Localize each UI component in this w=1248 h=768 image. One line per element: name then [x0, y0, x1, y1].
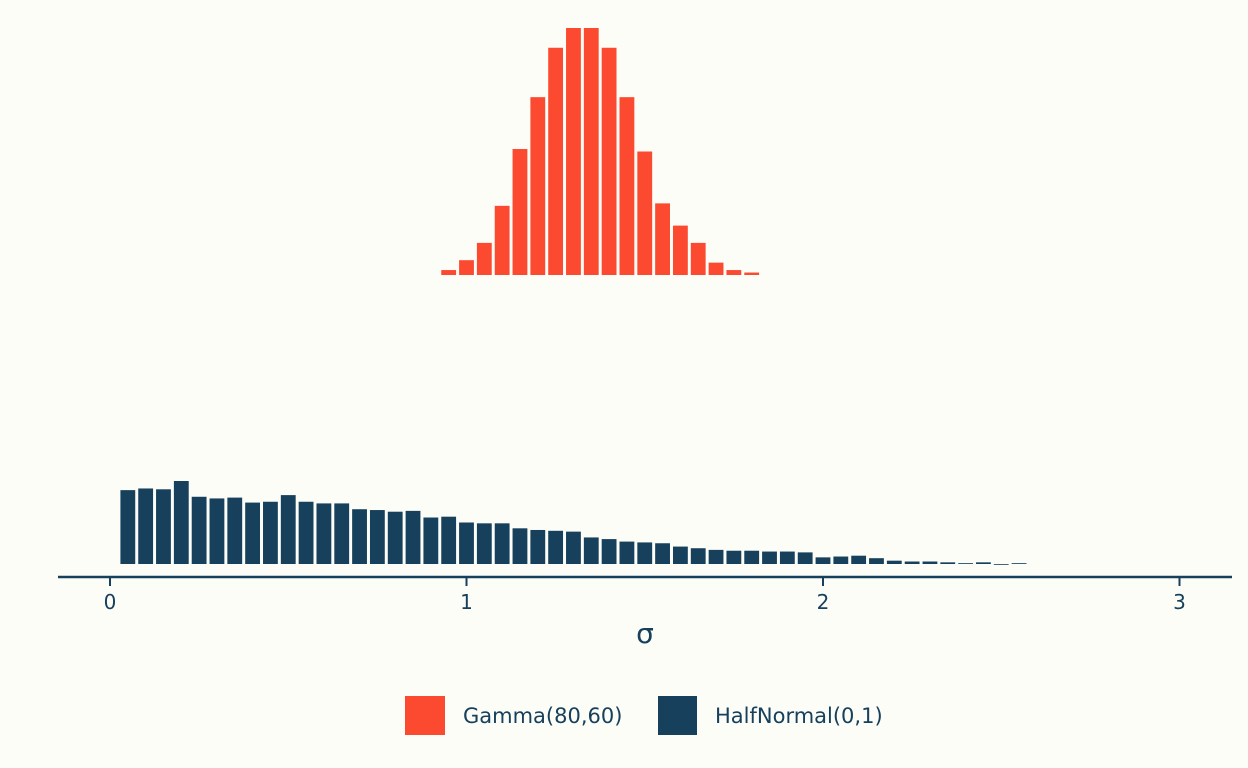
gamma-bar	[494, 205, 510, 275]
halfnormal-bar	[387, 511, 403, 564]
halfnormal-bar	[369, 510, 385, 564]
halfnormal-bar	[601, 539, 617, 564]
halfnormal-bar	[940, 562, 956, 564]
legend-swatch-halfnormal	[658, 696, 697, 735]
halfnormal-bar	[441, 516, 457, 564]
halfnormal-series	[120, 481, 1027, 565]
halfnormal-bar	[886, 560, 902, 564]
legend-swatch-gamma	[405, 696, 445, 735]
halfnormal-bar	[316, 503, 332, 564]
halfnormal-bar	[869, 558, 884, 564]
gamma-bar	[548, 47, 564, 276]
gamma-bar	[530, 97, 546, 275]
halfnormal-bar	[583, 537, 599, 564]
halfnormal-bar	[280, 495, 296, 564]
halfnormal-bar	[833, 556, 849, 564]
halfnormal-bar	[209, 498, 225, 564]
x-axis-title: σ	[636, 617, 654, 650]
halfnormal-bar	[993, 564, 1009, 565]
halfnormal-bar	[851, 555, 867, 564]
halfnormal-bar	[762, 551, 777, 564]
halfnormal-bar	[263, 501, 278, 564]
halfnormal-bar	[726, 550, 742, 564]
x-tick-label: 0	[104, 590, 117, 614]
halfnormal-bar	[156, 489, 171, 564]
gamma-bar	[512, 149, 528, 275]
halfnormal-bar	[904, 561, 920, 564]
gamma-bar	[672, 225, 688, 275]
halfnormal-bar	[459, 522, 474, 564]
halfnormal-bar	[690, 548, 706, 564]
halfnormal-bar	[1011, 563, 1027, 564]
halfnormal-bar	[619, 541, 635, 564]
halfnormal-bar	[744, 550, 760, 564]
halfnormal-bar	[227, 497, 243, 564]
legend-label-halfnormal: HalfNormal(0,1)	[715, 704, 883, 728]
halfnormal-bar	[922, 561, 938, 564]
halfnormal-bar	[298, 501, 314, 564]
halfnormal-bar	[173, 481, 189, 564]
halfnormal-bar	[976, 562, 991, 564]
halfnormal-bar	[191, 496, 207, 564]
halfnormal-bar	[566, 531, 581, 564]
x-tick-label: 3	[1173, 590, 1186, 614]
halfnormal-bar	[637, 542, 653, 564]
gamma-bar	[583, 28, 599, 275]
gamma-bar	[601, 47, 617, 276]
halfnormal-bar	[815, 557, 831, 564]
legend: Gamma(80,60) HalfNormal(0,1)	[405, 696, 883, 735]
halfnormal-bar	[797, 552, 813, 564]
gamma-bar	[744, 272, 760, 275]
x-tick-label: 1	[460, 590, 473, 614]
x-tick-label: 2	[817, 590, 830, 614]
halfnormal-bar	[708, 549, 724, 564]
gamma-bar	[476, 242, 492, 275]
halfnormal-bar	[779, 551, 795, 564]
halfnormal-bar	[548, 530, 564, 564]
halfnormal-bar	[494, 523, 510, 564]
gamma-bar	[708, 262, 724, 275]
halfnormal-bar	[530, 529, 546, 564]
gamma-bar	[566, 28, 581, 275]
halfnormal-bar	[476, 523, 492, 564]
gamma-series	[441, 28, 760, 276]
gamma-bar	[655, 203, 670, 275]
halfnormal-bar	[958, 563, 974, 564]
gamma-bar	[690, 242, 706, 275]
legend-label-gamma: Gamma(80,60)	[463, 704, 622, 728]
x-axis-ticks: 0 1 2 3	[104, 577, 1186, 614]
gamma-bar	[441, 270, 457, 275]
halfnormal-bar	[405, 510, 421, 564]
gamma-bar	[726, 270, 742, 275]
gamma-bar	[637, 151, 653, 275]
halfnormal-bar	[423, 517, 439, 564]
halfnormal-bar	[512, 528, 528, 564]
halfnormal-bar	[352, 509, 367, 564]
gamma-bar	[619, 97, 635, 275]
halfnormal-bar	[672, 546, 688, 564]
halfnormal-bar	[245, 502, 261, 564]
halfnormal-bar	[334, 503, 350, 564]
halfnormal-bar	[138, 488, 154, 564]
halfnormal-bar	[120, 490, 136, 564]
gamma-bar	[459, 260, 474, 275]
halfnormal-bar	[655, 543, 670, 564]
